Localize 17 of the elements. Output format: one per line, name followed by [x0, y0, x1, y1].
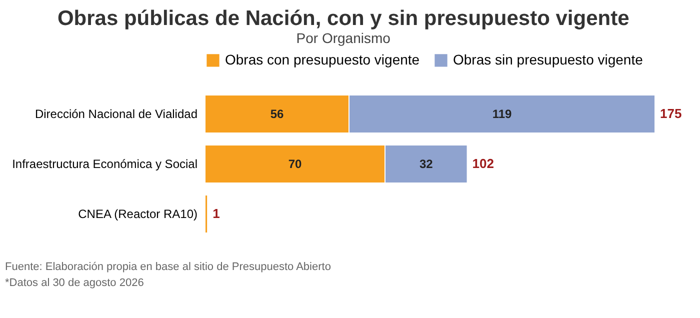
source-note: Fuente: Elaboración propia en base al sitio de Presupuesto Abierto [5, 261, 331, 273]
data-label: 32 [419, 157, 434, 171]
y-tick-label: CNEA (Reactor RA10) [78, 207, 198, 221]
legend-label: Obras sin presupuesto vigente [453, 51, 644, 68]
text: *Datos al 30 de agosto 2026 [5, 277, 144, 289]
chart-title: Obras públicas de Nación, con y sin presupuesto vigente [57, 7, 630, 30]
y-tick-label: Infraestructura Económica y Social [12, 157, 198, 171]
total-label: 102 [472, 156, 494, 171]
data-label: 56 [270, 107, 284, 121]
total-label: 175 [660, 106, 682, 121]
legend-label: Obras con presupuesto vigente [225, 51, 420, 68]
y-tick-label: Dirección Nacional de Vialidad [34, 107, 198, 121]
chart-subtitle: Por Organismo [296, 30, 391, 46]
total-label: 1 [212, 206, 220, 221]
bar [204, 194, 208, 234]
data-label: 119 [492, 107, 512, 121]
data-label: 70 [288, 157, 302, 171]
